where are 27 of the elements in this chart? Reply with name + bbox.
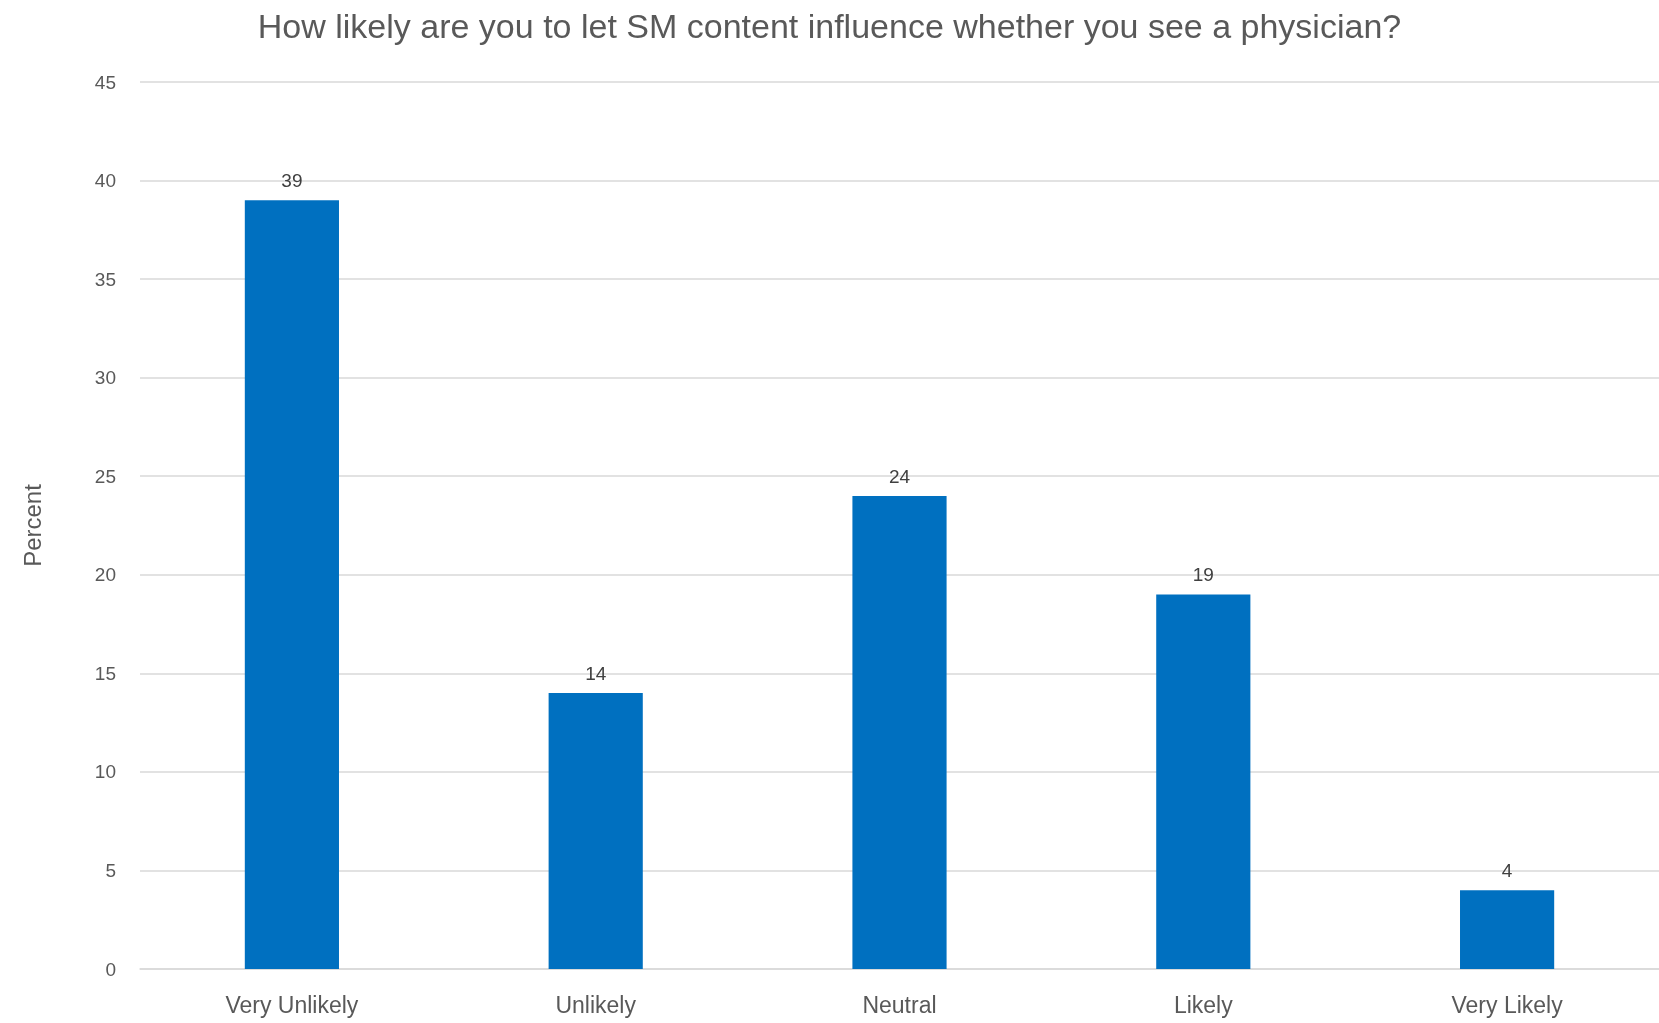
y-tick-label: 45 [94,71,116,93]
y-axis-title: Percent [18,483,46,567]
y-tick-label: 20 [94,564,116,586]
bar [548,693,643,969]
data-label: 19 [1192,564,1214,586]
y-tick-label: 10 [94,761,116,783]
data-label: 24 [888,465,911,487]
x-tick-label: Unlikely [555,991,637,1018]
bar [244,200,339,969]
bar [1460,890,1555,969]
x-tick-label: Neutral [862,991,937,1018]
bar [1156,594,1251,969]
y-tick-label: 25 [94,465,116,487]
x-tick-label: Very Likely [1451,991,1564,1018]
data-label: 4 [1501,860,1513,882]
data-label: 39 [281,170,303,192]
y-tick-label: 15 [94,662,116,684]
y-tick-label: 35 [94,268,116,290]
chart-title: How likely are you to let SM content influence whether you see a physician? [257,7,1402,45]
bar [852,495,947,969]
data-label: 14 [585,663,607,685]
y-tick-label: 5 [105,859,116,881]
y-tick-label: 30 [94,367,116,389]
y-tick-label: 40 [94,170,116,192]
y-tick-label: 0 [105,958,116,980]
x-tick-label: Very Unlikely [225,991,359,1018]
x-tick-label: Likely [1173,991,1234,1018]
